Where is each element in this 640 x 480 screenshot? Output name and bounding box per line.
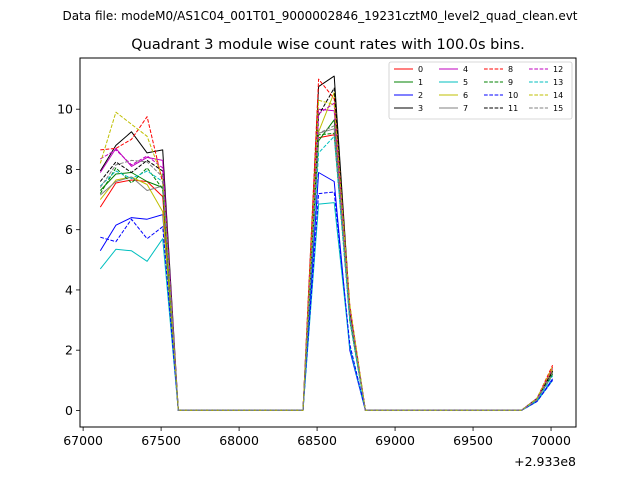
legend-label: 13 [553, 78, 563, 87]
legend-label: 3 [418, 104, 423, 113]
x-tick-label: 70000 [531, 433, 571, 448]
legend-box [388, 61, 573, 120]
y-tick-label: 2 [65, 343, 73, 358]
chart-title: Quadrant 3 module wise count rates with … [131, 37, 525, 53]
x-tick-label: 69500 [453, 433, 493, 448]
legend-label: 12 [553, 65, 563, 74]
y-axis-ticks: 0 2 4 6 8 10 [57, 102, 80, 418]
legend-label: 11 [508, 104, 518, 113]
y-tick-label: 4 [65, 282, 73, 297]
legend-label: 7 [463, 104, 468, 113]
legend-entry-7: 7 [439, 104, 468, 113]
plot-lines [99, 75, 554, 411]
legend-label: 4 [463, 65, 468, 74]
series-line-10 [100, 191, 554, 411]
legend-label: 10 [508, 91, 518, 100]
x-tick-label: 69000 [375, 433, 415, 448]
legend-label: 14 [553, 91, 563, 100]
x-axis-ticks: 67000 67500 68000 68500 69000 69500 70000 [63, 427, 571, 448]
legend-label: 8 [508, 65, 513, 74]
x-tick-label: 68000 [219, 433, 259, 448]
legend-label: 6 [463, 91, 468, 100]
y-tick-label: 10 [57, 102, 73, 117]
legend-entry-15: 15 [529, 104, 563, 113]
legend-entry-10: 10 [484, 91, 518, 100]
legend-label: 2 [418, 91, 423, 100]
chart-suptitle: Data file: modeM0/AS1C04_001T01_90000028… [62, 9, 577, 23]
legend-entry-0: 0 [394, 65, 423, 74]
legend-label: 9 [508, 78, 513, 87]
legend-entry-3: 3 [394, 104, 423, 113]
legend-entry-4: 4 [439, 65, 468, 74]
legend-entry-8: 8 [484, 65, 513, 74]
x-tick-label: 67500 [141, 433, 181, 448]
legend-entry-13: 13 [529, 78, 563, 87]
legend-entry-12: 12 [529, 65, 563, 74]
legend-entry-5: 5 [439, 78, 468, 87]
legend-entry-14: 14 [529, 91, 563, 100]
x-axis-offset-label: +2.933e8 [514, 454, 576, 469]
legend-label: 15 [553, 104, 563, 113]
legend-label: 5 [463, 78, 468, 87]
legend-entry-11: 11 [484, 104, 518, 113]
legend-entry-9: 9 [484, 78, 513, 87]
legend-label: 0 [418, 65, 423, 74]
y-tick-label: 0 [65, 403, 73, 418]
x-tick-label: 67000 [63, 433, 103, 448]
legend-label: 1 [418, 78, 423, 87]
y-tick-label: 8 [65, 162, 73, 177]
series-line-2 [99, 172, 554, 411]
legend-entry-2: 2 [394, 91, 423, 100]
legend-entry-1: 1 [394, 78, 423, 87]
axes-frame [79, 57, 577, 428]
legend-entry-6: 6 [439, 91, 468, 100]
y-tick-label: 6 [65, 222, 73, 237]
series-line-15 [99, 125, 554, 411]
x-tick-label: 68500 [297, 433, 337, 448]
series-line-9 [99, 132, 554, 411]
